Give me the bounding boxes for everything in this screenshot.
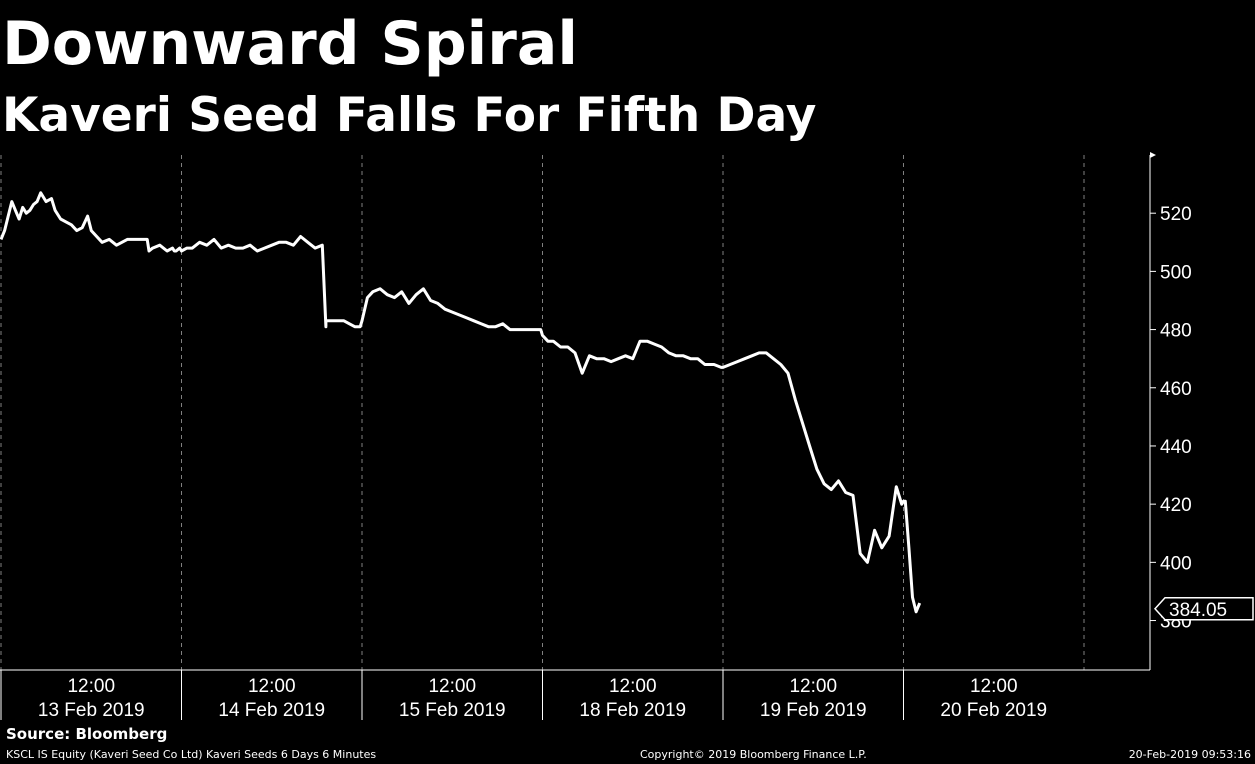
x-tick-time-label: 12:00 (248, 676, 296, 697)
y-tick-label: 480 (1160, 321, 1192, 342)
x-tick-time-label: 12:00 (428, 676, 476, 697)
y-tick-label: 420 (1160, 495, 1192, 516)
y-tick-label: 520 (1160, 204, 1192, 225)
last-value-callout-box (1153, 597, 1254, 621)
y-tick-label: 400 (1160, 553, 1192, 574)
y-tick-label: 500 (1160, 262, 1192, 283)
x-tick-date-label: 19 Feb 2019 (760, 700, 867, 721)
x-tick-time-label: 12:00 (609, 676, 657, 697)
footer-ticker-info: KSCL IS Equity (Kaveri Seed Co Ltd) Kave… (6, 748, 377, 761)
x-tick-date-label: 14 Feb 2019 (218, 700, 325, 721)
x-tick-time-label: 12:00 (970, 676, 1018, 697)
last-value-label: 384.05 (1169, 600, 1227, 621)
chart-title: Downward Spiral (2, 9, 578, 79)
x-tick-date-label: 15 Feb 2019 (399, 700, 506, 721)
x-tick-date-label: 13 Feb 2019 (38, 700, 145, 721)
footer-timestamp: 20-Feb-2019 09:53:16 (1128, 748, 1251, 761)
y-axis-top-arrow (1150, 152, 1156, 158)
y-tick-label: 460 (1160, 379, 1192, 400)
footer-copyright: Copyright© 2019 Bloomberg Finance L.P. (640, 748, 867, 761)
x-tick-date-label: 18 Feb 2019 (579, 700, 686, 721)
y-tick-label: 440 (1160, 437, 1192, 458)
source-note: Source: Bloomberg (6, 725, 168, 743)
price-line-series (0, 191, 922, 614)
x-tick-time-label: 12:00 (789, 676, 837, 697)
chart-subtitle: Kaveri Seed Falls For Fifth Day (2, 88, 817, 143)
x-tick-time-label: 12:00 (67, 676, 115, 697)
x-tick-date-label: 20 Feb 2019 (940, 700, 1047, 721)
